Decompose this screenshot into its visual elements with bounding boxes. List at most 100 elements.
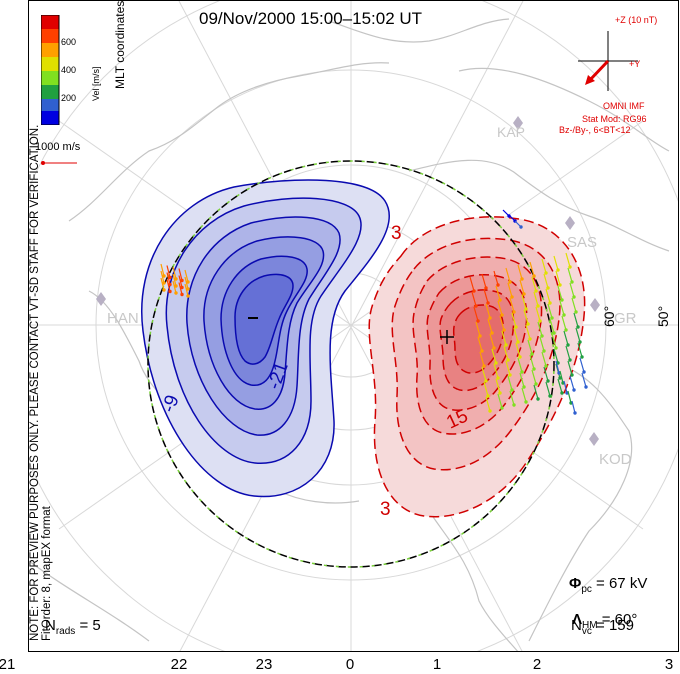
velocity-vector-origin	[508, 280, 512, 284]
velocity-vector	[507, 375, 513, 391]
velocity-vector	[178, 268, 183, 281]
velocity-vector	[184, 276, 189, 290]
velocity-vector	[487, 318, 493, 334]
velocity-vector-origin	[572, 388, 576, 392]
velocity-vector-origin	[544, 364, 548, 368]
velocity-vector	[178, 282, 183, 295]
nvc-subscript: vc	[581, 626, 592, 637]
velocity-vector-origin	[174, 284, 178, 288]
velocity-vector-origin	[566, 343, 570, 347]
velocity-vector-origin	[556, 268, 560, 272]
velocity-vector	[581, 372, 587, 388]
velocity-vector-origin	[580, 355, 584, 359]
colorbar-tick-400: 400	[61, 65, 77, 75]
velocity-vector-origin	[584, 385, 588, 389]
velocity-vector	[172, 266, 177, 280]
velocity-vector-origin	[498, 298, 502, 302]
velocity-vector-origin	[472, 289, 476, 293]
velocity-vector-origin	[498, 391, 502, 395]
velocity-vector-origin	[496, 283, 500, 287]
polar-map	[29, 1, 678, 651]
velocity-vector-origin	[180, 278, 184, 283]
velocity-vector	[515, 342, 521, 358]
velocity-vector-origin	[573, 411, 577, 415]
velocity-vector-origin	[536, 304, 540, 308]
velocity-vector	[567, 360, 573, 376]
velocity-vector	[166, 272, 171, 285]
velocity-vector-origin	[168, 282, 172, 287]
velocity-vector-origin	[538, 319, 542, 323]
mlt-tick-1: 1	[432, 656, 442, 673]
phi-pc-stat: Φpc = 67 kV	[569, 575, 647, 595]
lambda-subscript: HM	[582, 620, 598, 631]
velocity-vector-origin	[524, 400, 528, 404]
colorbar	[41, 15, 60, 125]
nrads-stat: Nrads = 5	[45, 617, 101, 637]
heppner-maynard-boundary	[147, 160, 555, 568]
velocity-vector	[160, 277, 165, 291]
velocity-vector	[184, 283, 189, 297]
lat-label-50: 50°	[655, 305, 671, 327]
velocity-vector	[567, 267, 573, 283]
velocity-vector	[509, 390, 515, 406]
velocity-vector	[495, 285, 501, 301]
map-title: 09/Nov/2000 15:00–15:02 UT	[199, 9, 423, 28]
velocity-vector-origin	[496, 376, 500, 380]
velocity-vector	[563, 330, 569, 346]
velocity-vector	[501, 330, 507, 346]
velocity-vector-origin	[548, 301, 552, 305]
velocity-vector	[555, 270, 561, 286]
velocity-vector-origin	[492, 346, 496, 350]
velocity-vector-origin	[544, 271, 548, 275]
velocity-vector-origin	[568, 358, 572, 362]
velocity-vector-origin	[518, 355, 522, 359]
velocity-vector	[499, 315, 505, 331]
velocity-vector	[489, 333, 495, 349]
velocity-vector	[571, 297, 577, 313]
velocity-vector-origin	[564, 328, 568, 332]
velocity-vector-origin	[512, 310, 516, 314]
velocity-vector	[493, 363, 499, 379]
velocity-vector-origin	[570, 280, 574, 284]
velocity-vector	[545, 288, 551, 304]
velocity-vector-origin	[554, 346, 558, 350]
velocity-vector-origin	[522, 292, 526, 296]
velocity-vector	[160, 270, 165, 284]
potential-extrema	[248, 317, 454, 344]
imf-condition: Bz-/By-, 6<BT<12	[559, 125, 631, 135]
velocity-vector-origin	[576, 325, 580, 329]
colorbar-tick-600: 600	[61, 37, 77, 47]
velocity-vector-origin	[168, 289, 172, 294]
nvc-symbol: N	[571, 617, 582, 634]
velocity-vector-origin	[550, 316, 554, 320]
nvc-value: = 159	[591, 617, 634, 634]
velocity-vector-origin	[530, 352, 534, 356]
velocity-vector-origin	[582, 370, 586, 374]
imf-plus-z: +Z (10 nT)	[615, 15, 658, 25]
velocity-vector	[505, 360, 511, 376]
velocity-vector-origin	[510, 295, 514, 299]
velocity-vector	[549, 318, 555, 334]
velocity-vector	[483, 381, 489, 397]
velocity-vector-origin	[546, 286, 550, 290]
velocity-vector	[507, 282, 513, 298]
contour-label-pos-3-bottom: 3	[380, 499, 391, 520]
velocity-vector	[529, 261, 535, 277]
nvc-stat: Nvc = 159	[571, 617, 634, 637]
stat-spacer	[572, 585, 574, 587]
coordinate-system-label: MLT coordinates	[113, 0, 127, 89]
velocity-vector-origin	[536, 397, 540, 401]
velocity-vector	[569, 282, 575, 298]
velocity-vector	[160, 263, 165, 277]
velocity-vector	[469, 276, 475, 292]
velocity-vector	[557, 285, 563, 301]
velocity-vector	[166, 265, 171, 278]
lambda-hm-value: = 60°	[597, 611, 638, 628]
velocity-vector	[533, 291, 539, 307]
velocity-vector	[565, 252, 571, 268]
velocity-vector-origin	[488, 316, 492, 320]
velocity-vector	[531, 276, 537, 292]
velocity-vector-origin	[484, 286, 488, 290]
velocity-vector-origin	[520, 277, 524, 281]
velocity-vector-origin	[534, 289, 538, 293]
